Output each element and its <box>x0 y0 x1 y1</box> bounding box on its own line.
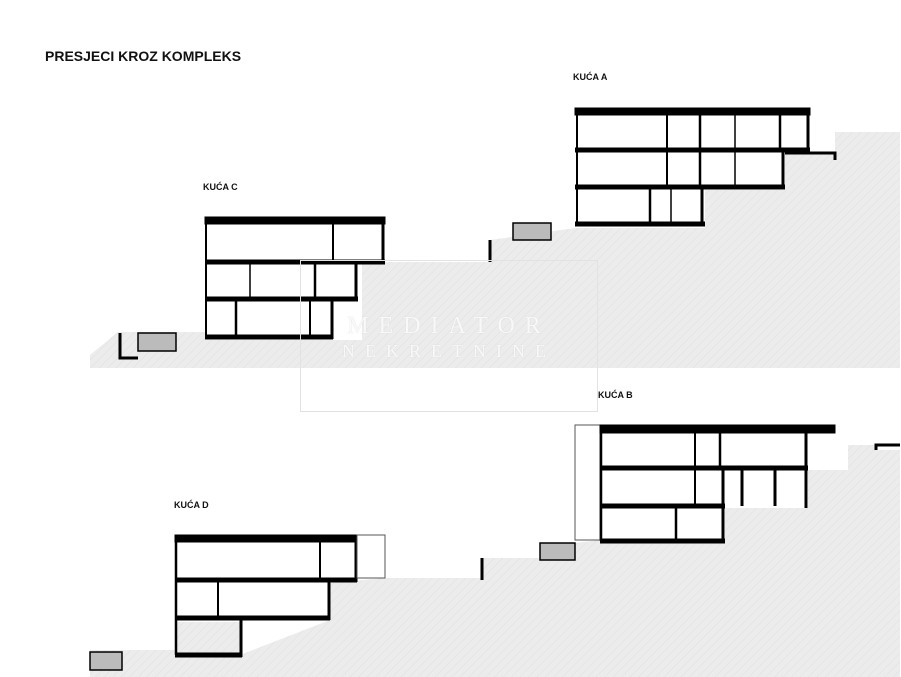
house-a-section <box>574 107 811 227</box>
house-d-label: KUĆA D <box>174 500 209 510</box>
garage-block <box>512 222 552 241</box>
house-b-label: KUĆA B <box>598 390 633 400</box>
terrain-upper <box>90 132 900 368</box>
house-c-label: KUĆA C <box>203 182 238 192</box>
house-d-section <box>174 534 386 658</box>
page-title: PRESJECI KROZ KOMPLEKS <box>45 48 242 64</box>
retaining-walls <box>118 151 900 580</box>
garage-block <box>539 542 576 561</box>
garage-block <box>89 651 123 671</box>
terrain-lower <box>90 445 900 677</box>
house-b-section <box>574 424 836 544</box>
watermark-line2: NEKRETNINE <box>342 341 556 361</box>
watermark: MEDIATOR NEKRETNINE <box>300 260 598 412</box>
house-a-label: KUĆA A <box>573 72 608 82</box>
watermark-line1: MEDIATOR <box>347 313 551 339</box>
garage-block <box>137 332 177 352</box>
house-c-section <box>204 216 386 340</box>
